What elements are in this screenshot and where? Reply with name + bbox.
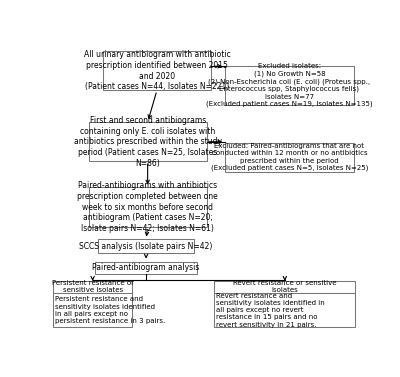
Text: Revert resistance or sensitive
isolates: Revert resistance or sensitive isolates bbox=[233, 280, 336, 293]
Text: Excluded: Paired-antibiograms that are not
conducted within 12 month or no antib: Excluded: Paired-antibiograms that are n… bbox=[211, 143, 368, 172]
Text: First and second antibiograms
containing only E. coli isolates with
antibiotics : First and second antibiograms containing… bbox=[74, 116, 222, 168]
FancyBboxPatch shape bbox=[225, 66, 354, 105]
FancyBboxPatch shape bbox=[225, 143, 354, 172]
Text: Revert resistance and
sensitivity isolates identified in
all pairs except no rev: Revert resistance and sensitivity isolat… bbox=[216, 293, 325, 328]
Text: SCCS analysis (Isolate pairs N=42): SCCS analysis (Isolate pairs N=42) bbox=[80, 242, 213, 251]
Text: Persistent resistance and
sensitivity isolates identified
in all pairs except no: Persistent resistance and sensitivity is… bbox=[55, 296, 165, 324]
FancyBboxPatch shape bbox=[89, 187, 206, 227]
FancyBboxPatch shape bbox=[98, 239, 194, 253]
FancyBboxPatch shape bbox=[53, 293, 132, 327]
FancyBboxPatch shape bbox=[53, 281, 132, 293]
Text: All urinary antibiogram with antibiotic
prescription identified between 2015
and: All urinary antibiogram with antibiotic … bbox=[84, 50, 230, 91]
Text: Paired-antibiograms with antibiotics
prescription completed between one
week to : Paired-antibiograms with antibiotics pre… bbox=[77, 181, 218, 233]
Text: Paired-antibiogram analysis: Paired-antibiogram analysis bbox=[92, 263, 200, 272]
FancyBboxPatch shape bbox=[214, 281, 355, 293]
FancyBboxPatch shape bbox=[89, 122, 206, 161]
Text: Excluded isolates:
(1) No Growth N=58
(2) Non-Escherichia coli (E. coli) (Proteu: Excluded isolates: (1) No Growth N=58 (2… bbox=[206, 63, 373, 107]
FancyBboxPatch shape bbox=[214, 293, 355, 327]
FancyBboxPatch shape bbox=[103, 51, 211, 90]
Text: Persistent resistance or
sensitive isolates: Persistent resistance or sensitive isola… bbox=[52, 280, 134, 293]
FancyBboxPatch shape bbox=[95, 262, 197, 274]
